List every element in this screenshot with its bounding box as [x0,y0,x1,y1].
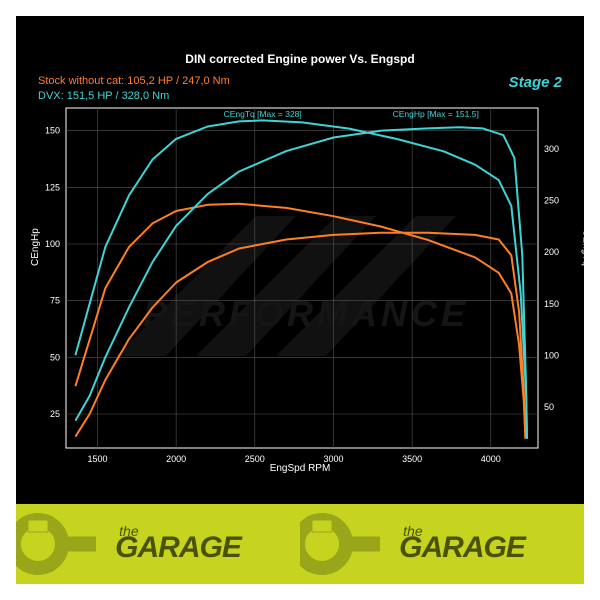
svg-text:300: 300 [544,144,559,154]
svg-text:50: 50 [544,402,554,412]
svg-text:100: 100 [45,239,60,249]
svg-text:125: 125 [45,182,60,192]
svg-text:25: 25 [50,409,60,419]
footer-logo-1: the GARAGE [16,504,300,584]
svg-text:75: 75 [50,296,60,306]
svg-text:250: 250 [544,196,559,206]
brand-garage: GARAGE [399,531,525,564]
svg-text:3500: 3500 [402,454,422,464]
svg-text:2000: 2000 [166,454,186,464]
svg-text:1500: 1500 [87,454,107,464]
svg-text:150: 150 [544,299,559,309]
brand-text: the GARAGE [399,523,525,565]
chart-svg: 1500 2000 2500 3000 3500 4000 25 50 75 100 125 150 5… [36,102,570,468]
plot-area: 1500200025003000350040002550751001251505… [66,108,538,448]
brand-garage: GARAGE [115,531,241,564]
chart-title: DIN corrected Engine power Vs. Engspd [16,52,584,66]
legend-stock: Stock without cat: 105,2 HP / 247,0 Nm [38,74,230,89]
svg-text:CEngTq [Max = 328]: CEngTq [Max = 328] [224,109,302,119]
svg-text:100: 100 [544,350,559,360]
wrench-icon [300,512,380,576]
footer-logo-2: the GARAGE [300,504,584,584]
svg-text:2500: 2500 [245,454,265,464]
wrench-icon [16,512,96,576]
svg-text:3000: 3000 [323,454,343,464]
svg-text:CEngHp [Max = 151.5]: CEngHp [Max = 151.5] [393,109,479,119]
stage-badge: Stage 2 [509,74,562,91]
svg-text:200: 200 [544,247,559,257]
svg-text:50: 50 [50,352,60,362]
footer-banner: the GARAGE the GARAGE [16,504,584,584]
brand-text: the GARAGE [115,523,241,565]
svg-text:4000: 4000 [481,454,501,464]
y-axis-right-label: CEngTq [581,229,584,266]
svg-text:150: 150 [45,126,60,136]
legend: Stock without cat: 105,2 HP / 247,0 Nm D… [38,74,230,105]
